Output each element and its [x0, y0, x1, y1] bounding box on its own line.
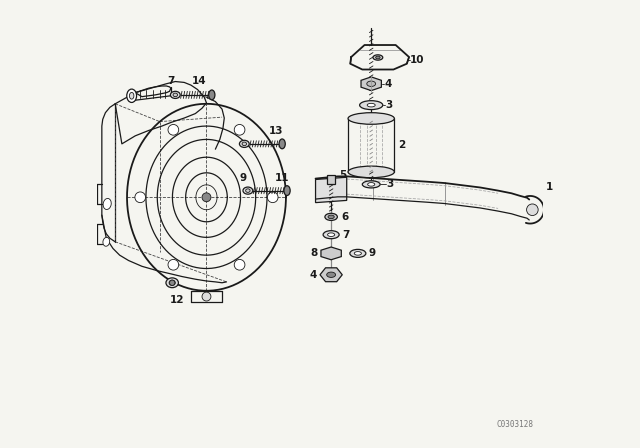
Polygon shape [361, 77, 381, 90]
Ellipse shape [279, 139, 285, 149]
Ellipse shape [103, 237, 109, 246]
Ellipse shape [360, 101, 383, 110]
Ellipse shape [323, 231, 339, 239]
Polygon shape [320, 268, 342, 282]
Circle shape [202, 292, 211, 301]
Ellipse shape [170, 91, 180, 99]
Ellipse shape [169, 280, 175, 285]
Ellipse shape [376, 56, 380, 59]
Ellipse shape [367, 81, 376, 86]
Ellipse shape [350, 250, 366, 258]
Ellipse shape [103, 198, 111, 210]
Circle shape [527, 204, 538, 215]
Polygon shape [321, 247, 341, 260]
Text: 2: 2 [398, 140, 405, 150]
Circle shape [268, 192, 278, 202]
Ellipse shape [362, 181, 380, 188]
Polygon shape [316, 177, 347, 202]
Text: 7: 7 [236, 126, 244, 136]
Ellipse shape [348, 166, 394, 178]
Ellipse shape [129, 92, 134, 99]
Circle shape [168, 259, 179, 270]
Circle shape [135, 192, 145, 202]
Text: 8: 8 [310, 248, 318, 258]
Ellipse shape [239, 140, 249, 147]
Ellipse shape [328, 233, 335, 237]
Text: 9: 9 [240, 173, 247, 183]
Ellipse shape [367, 183, 375, 186]
Text: 11: 11 [275, 173, 289, 183]
Text: 7: 7 [167, 76, 175, 86]
Text: 13: 13 [269, 126, 284, 136]
Text: 4: 4 [385, 79, 392, 89]
Ellipse shape [325, 213, 337, 220]
Text: 7: 7 [342, 230, 349, 240]
Ellipse shape [328, 215, 334, 219]
Ellipse shape [348, 113, 394, 124]
Text: 14: 14 [192, 76, 207, 86]
Text: 1: 1 [546, 182, 554, 193]
Ellipse shape [242, 142, 246, 146]
Text: C0303128: C0303128 [497, 420, 534, 429]
Text: 6: 6 [341, 212, 348, 222]
Ellipse shape [246, 189, 250, 192]
Text: 12: 12 [170, 295, 184, 305]
Text: 9: 9 [368, 248, 375, 258]
Text: 10: 10 [410, 55, 424, 65]
Text: 3: 3 [387, 179, 394, 190]
Ellipse shape [209, 90, 215, 100]
Circle shape [234, 125, 245, 135]
Bar [327, 175, 335, 185]
Ellipse shape [173, 93, 177, 97]
Circle shape [202, 193, 211, 202]
Ellipse shape [355, 252, 362, 255]
Ellipse shape [243, 187, 253, 194]
Ellipse shape [326, 272, 335, 277]
Circle shape [234, 259, 245, 270]
Circle shape [170, 280, 175, 285]
Circle shape [168, 125, 179, 135]
Ellipse shape [166, 278, 179, 288]
Text: 3: 3 [385, 100, 393, 110]
Text: 5: 5 [339, 171, 346, 181]
Ellipse shape [367, 103, 375, 107]
Ellipse shape [373, 55, 383, 60]
Ellipse shape [284, 186, 290, 195]
Ellipse shape [127, 89, 136, 103]
Text: 4: 4 [310, 270, 317, 280]
